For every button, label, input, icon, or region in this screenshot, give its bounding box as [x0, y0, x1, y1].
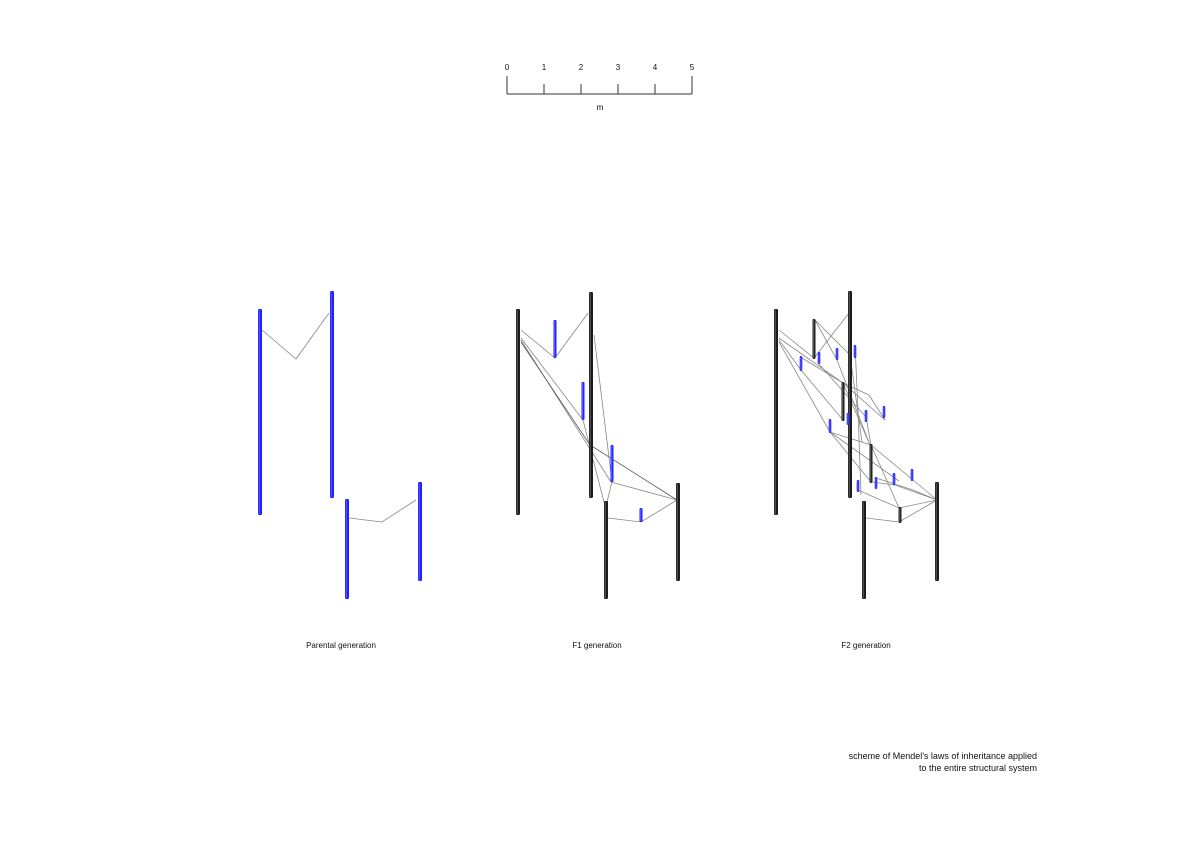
column-element — [874, 477, 878, 489]
column-element — [774, 309, 778, 515]
connection-line — [829, 431, 900, 509]
scale-tick-label: 3 — [616, 63, 621, 72]
connection-line — [829, 431, 900, 482]
label-f1-generation: F1 generation — [572, 641, 622, 650]
column-element — [856, 480, 860, 492]
column-element — [898, 507, 902, 523]
connection-line — [593, 334, 613, 507]
column-element — [258, 309, 262, 515]
column-element — [639, 508, 643, 522]
connection-line — [261, 312, 330, 360]
column-element — [862, 501, 866, 599]
column-element — [589, 292, 593, 498]
scale-bar — [506, 76, 693, 95]
column-element — [610, 445, 614, 482]
connection-line — [348, 499, 417, 523]
connection-line — [854, 344, 862, 496]
structural-elements — [258, 291, 939, 599]
connections — [261, 312, 938, 523]
column-element — [892, 473, 896, 485]
connection-line — [520, 341, 678, 501]
label-parental-generation: Parental generation — [306, 641, 376, 650]
column-element — [553, 320, 557, 358]
column-element — [910, 469, 914, 481]
column-element — [841, 382, 845, 421]
column-element — [817, 352, 821, 364]
caption: scheme of Mendel's laws of inheritance a… — [849, 750, 1037, 774]
column-element — [330, 291, 334, 498]
scale-tick-label: 4 — [653, 63, 658, 72]
column-element — [828, 419, 832, 433]
label-f2-generation: F2 generation — [841, 641, 891, 650]
connection-line — [871, 481, 938, 501]
column-element — [935, 482, 939, 581]
column-element — [864, 410, 868, 422]
column-element — [835, 348, 839, 360]
scale-tick-label: 5 — [690, 63, 695, 72]
column-element — [846, 413, 850, 425]
connection-line — [814, 319, 863, 443]
scale-tick-label: 1 — [542, 63, 547, 72]
scale-tick-label: 2 — [579, 63, 584, 72]
column-element — [799, 356, 803, 371]
column-element — [848, 291, 852, 498]
column-element — [853, 345, 857, 358]
column-element — [676, 483, 680, 581]
connection-line — [778, 337, 871, 446]
connection-line — [870, 444, 938, 501]
column-element — [869, 444, 873, 483]
column-element — [882, 406, 886, 418]
column-element — [812, 319, 816, 359]
column-element — [604, 501, 608, 599]
column-element — [516, 309, 520, 515]
caption-line-1: scheme of Mendel's laws of inheritance a… — [848, 751, 1037, 761]
scale-unit: m — [597, 103, 604, 112]
scale-tick-label: 0 — [505, 63, 510, 72]
column-element — [345, 499, 349, 599]
column-element — [581, 382, 585, 420]
caption-line-2: to the entire structural system — [918, 763, 1037, 773]
connection-line — [875, 477, 938, 501]
column-element — [418, 482, 422, 581]
connection-line — [520, 339, 678, 501]
